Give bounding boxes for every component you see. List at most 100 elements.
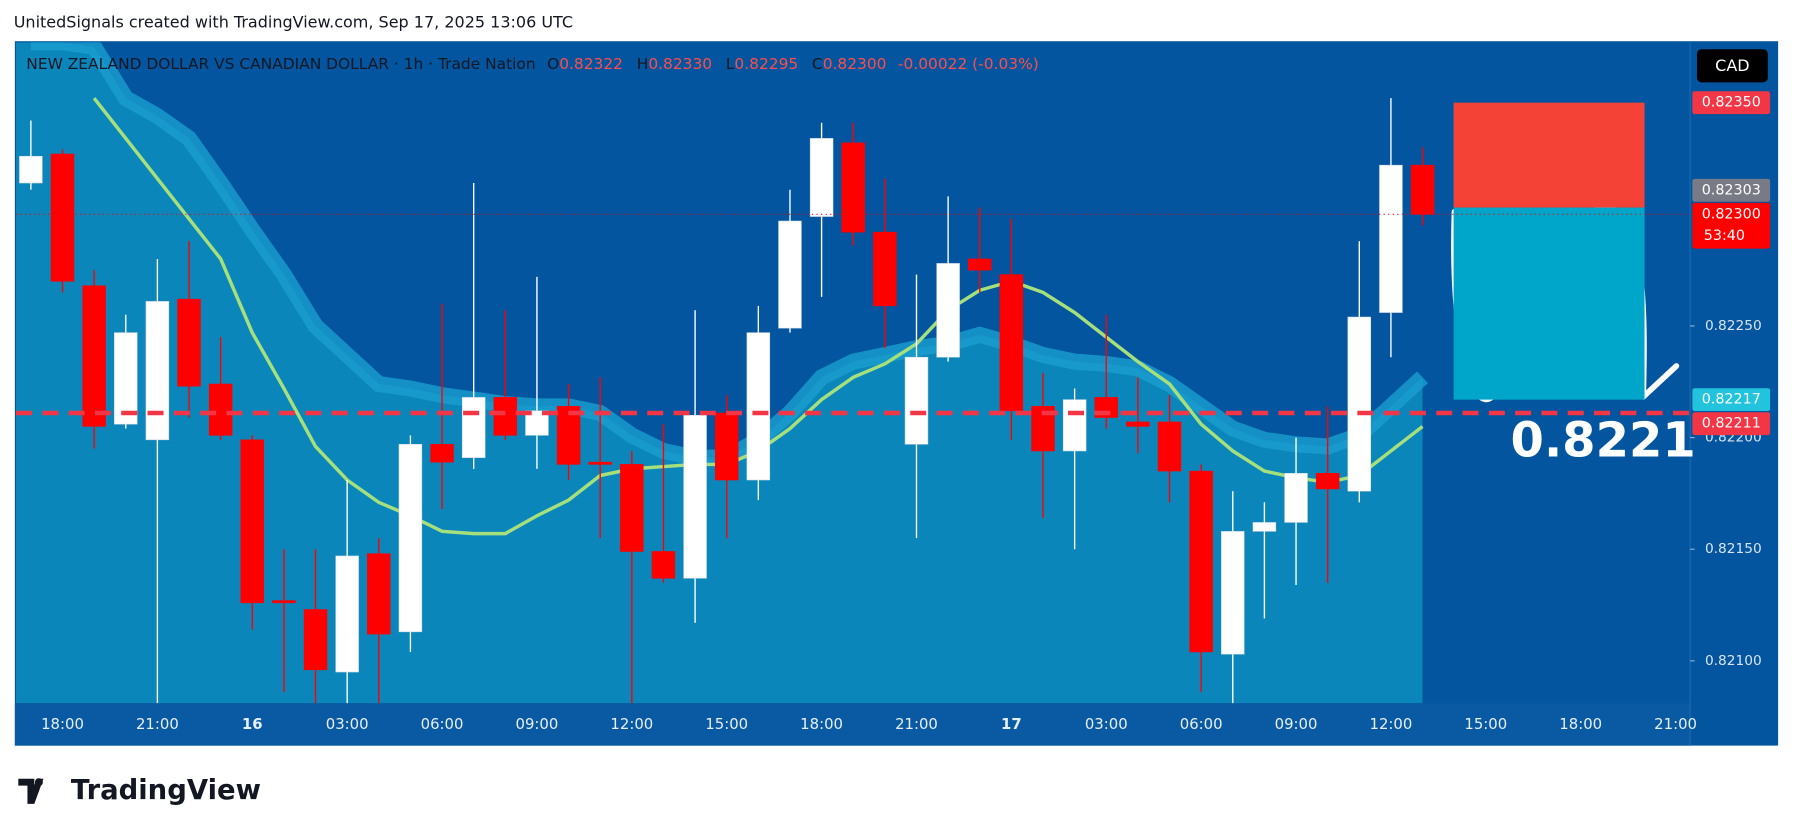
x-tick-label: 21:00	[136, 715, 179, 733]
currency-badge	[1696, 49, 1768, 83]
candle-body	[208, 383, 233, 436]
candle-body	[145, 301, 170, 441]
candle-body	[367, 553, 391, 635]
candle-body	[1221, 531, 1245, 655]
price-tag-label: 0.82350	[1702, 95, 1761, 111]
logo: TradingView	[18, 775, 261, 806]
countdown: 53:40	[1704, 228, 1745, 244]
x-tick-label: 15:00	[705, 715, 748, 733]
price-tag	[1692, 412, 1771, 436]
x-tick-label: 18:00	[1559, 715, 1602, 733]
x-tick-label: 17	[1001, 715, 1022, 733]
currency: CAD	[1715, 56, 1749, 75]
legend-key: H	[637, 55, 649, 73]
symbol-title: NEW ZEALAND DOLLAR VS CANADIAN DOLLAR · …	[26, 55, 535, 73]
x-tick-label: 03:00	[326, 715, 369, 733]
candle-body	[1410, 164, 1435, 215]
price-tag-label: 0.82217	[1702, 392, 1761, 408]
legend-key: L	[726, 55, 735, 73]
candle-body	[1252, 522, 1277, 532]
candle-body	[335, 555, 359, 673]
candle-body	[1189, 470, 1213, 653]
candle-body	[525, 410, 549, 436]
x-tick-label: 06:00	[1180, 715, 1223, 733]
candle-body	[493, 397, 518, 436]
candle-body	[1157, 421, 1182, 472]
x-tick-label: 09:00	[1275, 715, 1318, 733]
candle-body	[50, 153, 75, 282]
price-tag	[1692, 91, 1771, 115]
x-tick-label: 21:00	[1654, 715, 1697, 733]
candle-body	[620, 464, 644, 552]
y-tick-label: 0.82150	[1705, 541, 1762, 557]
candle-body	[1031, 406, 1055, 452]
candle-body	[968, 258, 992, 271]
candle-body	[19, 155, 43, 184]
price-tag-label: 0.82303	[1702, 182, 1761, 198]
logo-dot	[34, 778, 43, 787]
legend-value: 0.82300	[823, 55, 887, 73]
price-tag	[1692, 202, 1771, 249]
candle-body	[1315, 473, 1340, 490]
logo-text: TradingView	[71, 775, 261, 806]
candle-body	[177, 298, 201, 387]
candle-body	[114, 332, 138, 425]
candle-body	[1284, 473, 1308, 523]
candle-body	[999, 274, 1024, 412]
target-zone	[1453, 207, 1645, 400]
time-axis	[14, 703, 1692, 746]
candle-body	[714, 412, 739, 481]
x-tick-label: 06:00	[421, 715, 464, 733]
candle-body	[778, 220, 802, 329]
legend-value: 0.82330	[648, 55, 712, 73]
candle-body	[1062, 399, 1087, 452]
candle-body	[1379, 164, 1403, 313]
x-tick-label: 12:00	[610, 715, 653, 733]
candle-body	[904, 356, 929, 445]
candle-body	[873, 231, 897, 307]
candle-body	[841, 142, 865, 233]
x-tick-label: 12:00	[1370, 715, 1413, 733]
price-tag-label: 0.82211	[1702, 416, 1761, 432]
header-text: UnitedSignals created with TradingView.c…	[14, 12, 573, 31]
legend: NEW ZEALAND DOLLAR VS CANADIAN DOLLAR · …	[26, 55, 1038, 73]
annotation: 0.8221	[1511, 413, 1696, 469]
legend-value: 0.82322	[559, 55, 623, 73]
price-tag	[1692, 178, 1771, 202]
candle-body	[651, 551, 676, 579]
price-tag	[1692, 388, 1771, 412]
x-tick-label: 09:00	[516, 715, 559, 733]
candle-body	[272, 600, 296, 604]
candle-body	[461, 397, 486, 458]
cloud-area	[16, 42, 1423, 704]
candle-body	[1347, 316, 1372, 492]
candle-body	[683, 414, 707, 579]
plot	[16, 42, 1435, 704]
candle-body	[809, 138, 834, 217]
x-tick-label: 21:00	[895, 715, 938, 733]
x-tick-label: 16	[242, 715, 263, 733]
legend-change: -0.00022 (-0.03%)	[898, 55, 1039, 73]
stop-zone	[1453, 102, 1645, 208]
legend-key: O	[547, 55, 559, 73]
candle-body	[398, 443, 423, 633]
candle-body	[556, 406, 581, 465]
candle-body	[430, 443, 454, 463]
candle-body	[936, 263, 960, 358]
x-tick-label: 18:00	[41, 715, 84, 733]
candle-body	[82, 285, 106, 427]
legend-key: C	[812, 55, 823, 73]
candle-body	[588, 461, 612, 465]
x-tick-label: 18:00	[800, 715, 843, 733]
legend-value: 0.82295	[734, 55, 798, 73]
candle-body	[303, 609, 328, 671]
y-tick-label: 0.82100	[1705, 653, 1762, 669]
price-tag-label: 0.82300	[1702, 206, 1761, 222]
candle-body	[240, 439, 264, 604]
candle-body	[1126, 421, 1150, 427]
x-tick-label: 03:00	[1085, 715, 1128, 733]
candle-body	[746, 332, 771, 481]
y-tick-label: 0.82250	[1705, 318, 1762, 334]
